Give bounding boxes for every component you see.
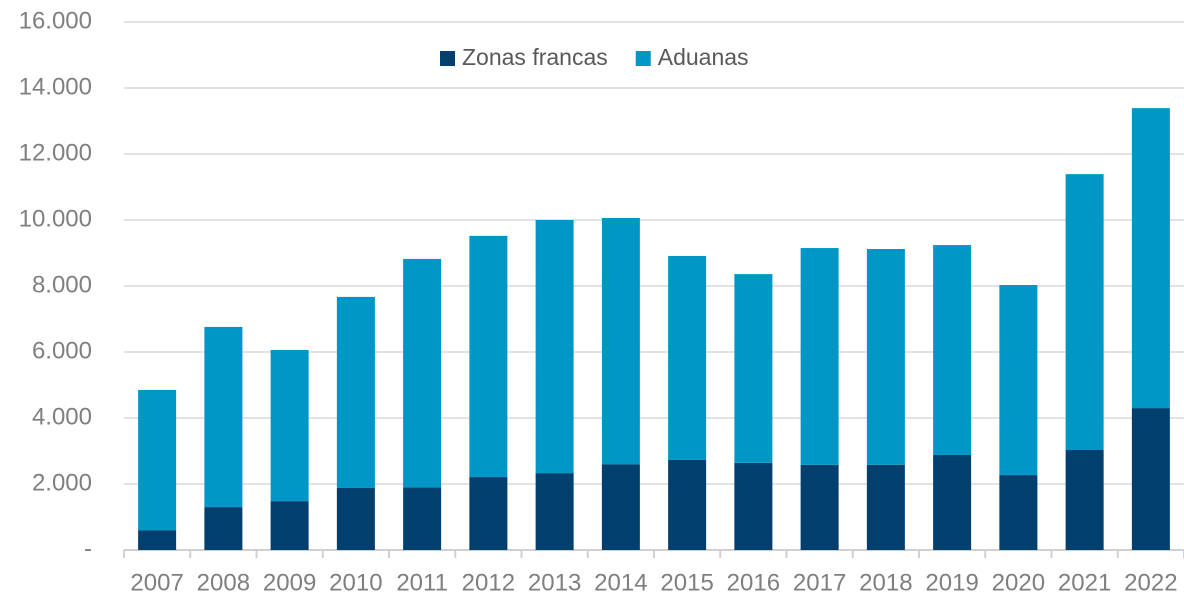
y-tick-label: 14.000 [19,73,92,100]
bar-segment [933,454,972,550]
x-tick-label: 2011 [396,569,448,596]
legend-label: Aduanas [658,44,749,70]
bar-segment [800,248,839,465]
bar-segment [469,477,508,550]
x-tick-label: 2019 [925,569,978,596]
legend-swatch [635,51,651,66]
bar-segment [403,258,442,488]
bar-segment [535,220,574,474]
x-tick-label: 2020 [992,569,1045,596]
x-tick-label: 2009 [263,569,316,596]
bar-segment [999,475,1038,550]
x-tick-label: 2014 [594,569,647,596]
x-tick-label: 2018 [859,569,912,596]
bar-segment [601,464,640,550]
bar-segment [270,501,309,550]
bar-segment [601,218,640,465]
bar-segment [668,459,707,550]
bar-segment [668,255,707,460]
y-tick-label: 4.000 [32,403,92,430]
y-tick-label: 16.000 [19,7,92,34]
bar-segment [866,464,905,550]
bar-segment [1131,408,1170,550]
bar-segment [866,249,905,465]
bar-segment [1065,450,1104,550]
x-tick-label: 2010 [329,569,382,596]
y-tick-label: 2.000 [32,469,92,496]
bar-segment [403,487,442,550]
bar-segment [800,464,839,550]
bar-segment [1131,108,1170,409]
x-tick-label: 2022 [1124,569,1177,596]
bar-segment [336,296,375,488]
x-tick-label: 2016 [727,569,780,596]
bar-segment [734,274,773,463]
bar-segment [999,285,1038,476]
bar-segment [1065,174,1104,451]
y-tick-label: 10.000 [19,205,92,232]
x-tick-label: 2021 [1058,569,1111,596]
x-tick-label: 2007 [130,569,183,596]
legend-label: Zonas francas [462,44,608,70]
legend-swatch [440,51,455,66]
x-tick-label: 2008 [197,569,250,596]
y-tick-label: 12.000 [19,139,92,166]
bar-segment [336,487,375,550]
x-tick-label: 2017 [793,569,846,596]
bar-segment [933,245,972,455]
y-tick-label: 6.000 [32,337,92,364]
bar-segment [204,326,243,508]
x-tick-label: 2012 [462,569,515,596]
bar-segment [270,350,309,502]
x-tick-label: 2013 [528,569,581,596]
bar-segment [734,462,773,550]
bar-segment [138,530,177,550]
x-tick-label: 2015 [660,569,713,596]
y-tick-label: - [84,535,92,562]
bar-segment [138,389,177,531]
y-tick-label: 8.000 [32,271,92,298]
bar-segment [204,507,243,550]
bar-segment [535,473,574,550]
bar-segment [469,235,508,478]
